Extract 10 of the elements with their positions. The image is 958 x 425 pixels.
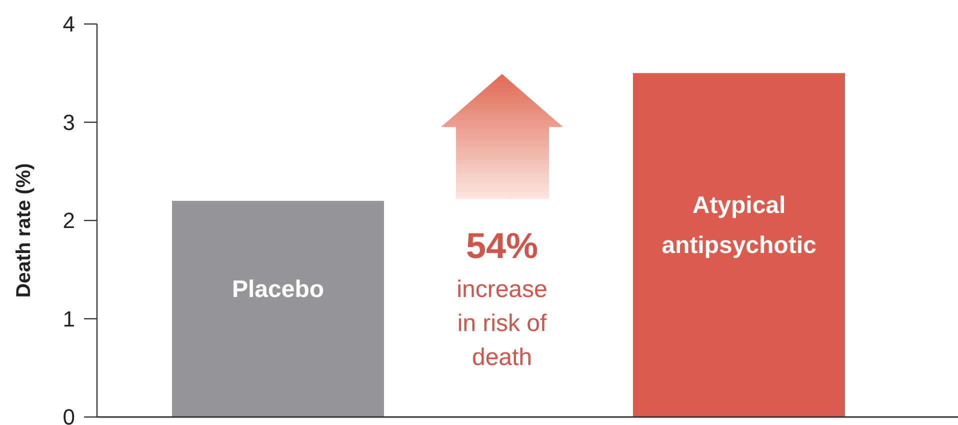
y-tick-label: 4: [62, 12, 75, 37]
annotation: increase in risk of death: [456, 276, 548, 371]
y-tick-label: 2: [62, 208, 75, 234]
x-tick-label: Atypical antipsychotic: [662, 192, 816, 260]
y-axis-title: Death rate (%): [13, 163, 35, 298]
x-tick-label: Placebo: [232, 276, 324, 303]
annotation: 54%: [466, 225, 538, 266]
y-tick-label: 1: [62, 306, 75, 332]
y-tick-label: 0: [62, 404, 75, 425]
y-tick-label: 3: [62, 110, 75, 135]
